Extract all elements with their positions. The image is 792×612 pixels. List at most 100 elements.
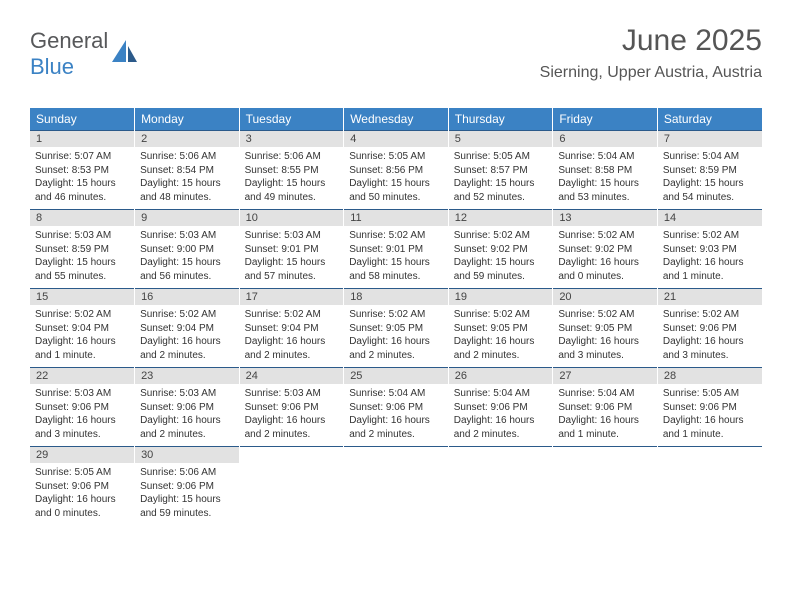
page-title: June 2025 bbox=[540, 24, 762, 58]
day-number: 4 bbox=[344, 131, 448, 147]
day-number: 28 bbox=[658, 368, 762, 384]
day-number: 16 bbox=[135, 289, 239, 305]
day-details: Sunrise: 5:02 AMSunset: 9:04 PMDaylight:… bbox=[30, 305, 134, 367]
calendar-cell: 22Sunrise: 5:03 AMSunset: 9:06 PMDayligh… bbox=[30, 368, 135, 447]
calendar-cell bbox=[448, 447, 553, 526]
calendar-row: 29Sunrise: 5:05 AMSunset: 9:06 PMDayligh… bbox=[30, 447, 762, 526]
calendar-cell: 24Sunrise: 5:03 AMSunset: 9:06 PMDayligh… bbox=[239, 368, 344, 447]
day-number: 5 bbox=[449, 131, 553, 147]
day-details: Sunrise: 5:05 AMSunset: 9:06 PMDaylight:… bbox=[30, 463, 134, 525]
day-details: Sunrise: 5:02 AMSunset: 9:05 PMDaylight:… bbox=[344, 305, 448, 367]
day-number: 6 bbox=[553, 131, 657, 147]
day-details: Sunrise: 5:02 AMSunset: 9:04 PMDaylight:… bbox=[135, 305, 239, 367]
day-details: Sunrise: 5:02 AMSunset: 9:02 PMDaylight:… bbox=[553, 226, 657, 288]
day-number: 26 bbox=[449, 368, 553, 384]
logo-sail-icon bbox=[112, 40, 138, 69]
day-number: 24 bbox=[240, 368, 344, 384]
day-details: Sunrise: 5:02 AMSunset: 9:04 PMDaylight:… bbox=[240, 305, 344, 367]
day-details: Sunrise: 5:06 AMSunset: 9:06 PMDaylight:… bbox=[135, 463, 239, 525]
weekday-saturday: Saturday bbox=[657, 108, 762, 131]
day-number: 1 bbox=[30, 131, 134, 147]
day-details: Sunrise: 5:06 AMSunset: 8:55 PMDaylight:… bbox=[240, 147, 344, 209]
calendar-cell: 15Sunrise: 5:02 AMSunset: 9:04 PMDayligh… bbox=[30, 289, 135, 368]
weekday-monday: Monday bbox=[135, 108, 240, 131]
day-number: 13 bbox=[553, 210, 657, 226]
day-details: Sunrise: 5:03 AMSunset: 9:00 PMDaylight:… bbox=[135, 226, 239, 288]
calendar-cell: 17Sunrise: 5:02 AMSunset: 9:04 PMDayligh… bbox=[239, 289, 344, 368]
day-details: Sunrise: 5:04 AMSunset: 8:59 PMDaylight:… bbox=[658, 147, 762, 209]
calendar-cell: 7Sunrise: 5:04 AMSunset: 8:59 PMDaylight… bbox=[657, 131, 762, 210]
day-details: Sunrise: 5:04 AMSunset: 9:06 PMDaylight:… bbox=[449, 384, 553, 446]
calendar-cell: 27Sunrise: 5:04 AMSunset: 9:06 PMDayligh… bbox=[553, 368, 658, 447]
day-number: 21 bbox=[658, 289, 762, 305]
weekday-row: Sunday Monday Tuesday Wednesday Thursday… bbox=[30, 108, 762, 131]
day-details: Sunrise: 5:02 AMSunset: 9:05 PMDaylight:… bbox=[553, 305, 657, 367]
calendar-cell: 1Sunrise: 5:07 AMSunset: 8:53 PMDaylight… bbox=[30, 131, 135, 210]
calendar-cell: 2Sunrise: 5:06 AMSunset: 8:54 PMDaylight… bbox=[135, 131, 240, 210]
weekday-thursday: Thursday bbox=[448, 108, 553, 131]
day-details: Sunrise: 5:02 AMSunset: 9:02 PMDaylight:… bbox=[449, 226, 553, 288]
calendar-row: 1Sunrise: 5:07 AMSunset: 8:53 PMDaylight… bbox=[30, 131, 762, 210]
calendar-cell: 25Sunrise: 5:04 AMSunset: 9:06 PMDayligh… bbox=[344, 368, 449, 447]
logo-text-general: General bbox=[30, 28, 108, 53]
location-subtitle: Sierning, Upper Austria, Austria bbox=[540, 64, 762, 82]
calendar-cell: 13Sunrise: 5:02 AMSunset: 9:02 PMDayligh… bbox=[553, 210, 658, 289]
day-details: Sunrise: 5:04 AMSunset: 9:06 PMDaylight:… bbox=[553, 384, 657, 446]
calendar-cell bbox=[553, 447, 658, 526]
calendar-cell: 6Sunrise: 5:04 AMSunset: 8:58 PMDaylight… bbox=[553, 131, 658, 210]
day-details: Sunrise: 5:04 AMSunset: 8:58 PMDaylight:… bbox=[553, 147, 657, 209]
day-number: 19 bbox=[449, 289, 553, 305]
calendar-cell bbox=[239, 447, 344, 526]
day-details: Sunrise: 5:06 AMSunset: 8:54 PMDaylight:… bbox=[135, 147, 239, 209]
calendar-cell: 12Sunrise: 5:02 AMSunset: 9:02 PMDayligh… bbox=[448, 210, 553, 289]
calendar-row: 15Sunrise: 5:02 AMSunset: 9:04 PMDayligh… bbox=[30, 289, 762, 368]
day-details: Sunrise: 5:03 AMSunset: 9:06 PMDaylight:… bbox=[135, 384, 239, 446]
calendar-cell: 28Sunrise: 5:05 AMSunset: 9:06 PMDayligh… bbox=[657, 368, 762, 447]
day-number: 12 bbox=[449, 210, 553, 226]
day-number: 18 bbox=[344, 289, 448, 305]
day-details: Sunrise: 5:03 AMSunset: 9:01 PMDaylight:… bbox=[240, 226, 344, 288]
calendar-cell: 5Sunrise: 5:05 AMSunset: 8:57 PMDaylight… bbox=[448, 131, 553, 210]
day-details: Sunrise: 5:02 AMSunset: 9:01 PMDaylight:… bbox=[344, 226, 448, 288]
calendar-cell: 23Sunrise: 5:03 AMSunset: 9:06 PMDayligh… bbox=[135, 368, 240, 447]
day-number: 22 bbox=[30, 368, 134, 384]
day-number: 20 bbox=[553, 289, 657, 305]
header: June 2025 Sierning, Upper Austria, Austr… bbox=[540, 24, 762, 82]
day-number: 29 bbox=[30, 447, 134, 463]
calendar-cell: 9Sunrise: 5:03 AMSunset: 9:00 PMDaylight… bbox=[135, 210, 240, 289]
calendar-table: Sunday Monday Tuesday Wednesday Thursday… bbox=[30, 108, 762, 525]
calendar-cell: 29Sunrise: 5:05 AMSunset: 9:06 PMDayligh… bbox=[30, 447, 135, 526]
day-number: 2 bbox=[135, 131, 239, 147]
day-number: 10 bbox=[240, 210, 344, 226]
calendar-cell: 4Sunrise: 5:05 AMSunset: 8:56 PMDaylight… bbox=[344, 131, 449, 210]
calendar-cell: 3Sunrise: 5:06 AMSunset: 8:55 PMDaylight… bbox=[239, 131, 344, 210]
calendar-row: 8Sunrise: 5:03 AMSunset: 8:59 PMDaylight… bbox=[30, 210, 762, 289]
day-number: 17 bbox=[240, 289, 344, 305]
day-details: Sunrise: 5:05 AMSunset: 9:06 PMDaylight:… bbox=[658, 384, 762, 446]
day-details: Sunrise: 5:07 AMSunset: 8:53 PMDaylight:… bbox=[30, 147, 134, 209]
day-number: 9 bbox=[135, 210, 239, 226]
day-details: Sunrise: 5:02 AMSunset: 9:05 PMDaylight:… bbox=[449, 305, 553, 367]
calendar-cell: 21Sunrise: 5:02 AMSunset: 9:06 PMDayligh… bbox=[657, 289, 762, 368]
calendar-cell bbox=[657, 447, 762, 526]
day-number: 30 bbox=[135, 447, 239, 463]
calendar-cell: 19Sunrise: 5:02 AMSunset: 9:05 PMDayligh… bbox=[448, 289, 553, 368]
logo: General Blue bbox=[30, 28, 138, 80]
calendar-cell: 8Sunrise: 5:03 AMSunset: 8:59 PMDaylight… bbox=[30, 210, 135, 289]
day-number: 3 bbox=[240, 131, 344, 147]
day-number: 23 bbox=[135, 368, 239, 384]
calendar-cell: 18Sunrise: 5:02 AMSunset: 9:05 PMDayligh… bbox=[344, 289, 449, 368]
calendar-cell: 10Sunrise: 5:03 AMSunset: 9:01 PMDayligh… bbox=[239, 210, 344, 289]
day-number: 11 bbox=[344, 210, 448, 226]
weekday-wednesday: Wednesday bbox=[344, 108, 449, 131]
weekday-sunday: Sunday bbox=[30, 108, 135, 131]
calendar-cell: 30Sunrise: 5:06 AMSunset: 9:06 PMDayligh… bbox=[135, 447, 240, 526]
day-details: Sunrise: 5:02 AMSunset: 9:06 PMDaylight:… bbox=[658, 305, 762, 367]
day-number: 15 bbox=[30, 289, 134, 305]
calendar-row: 22Sunrise: 5:03 AMSunset: 9:06 PMDayligh… bbox=[30, 368, 762, 447]
day-details: Sunrise: 5:04 AMSunset: 9:06 PMDaylight:… bbox=[344, 384, 448, 446]
day-number: 27 bbox=[553, 368, 657, 384]
day-details: Sunrise: 5:03 AMSunset: 8:59 PMDaylight:… bbox=[30, 226, 134, 288]
logo-text-blue: Blue bbox=[30, 54, 74, 79]
day-number: 14 bbox=[658, 210, 762, 226]
